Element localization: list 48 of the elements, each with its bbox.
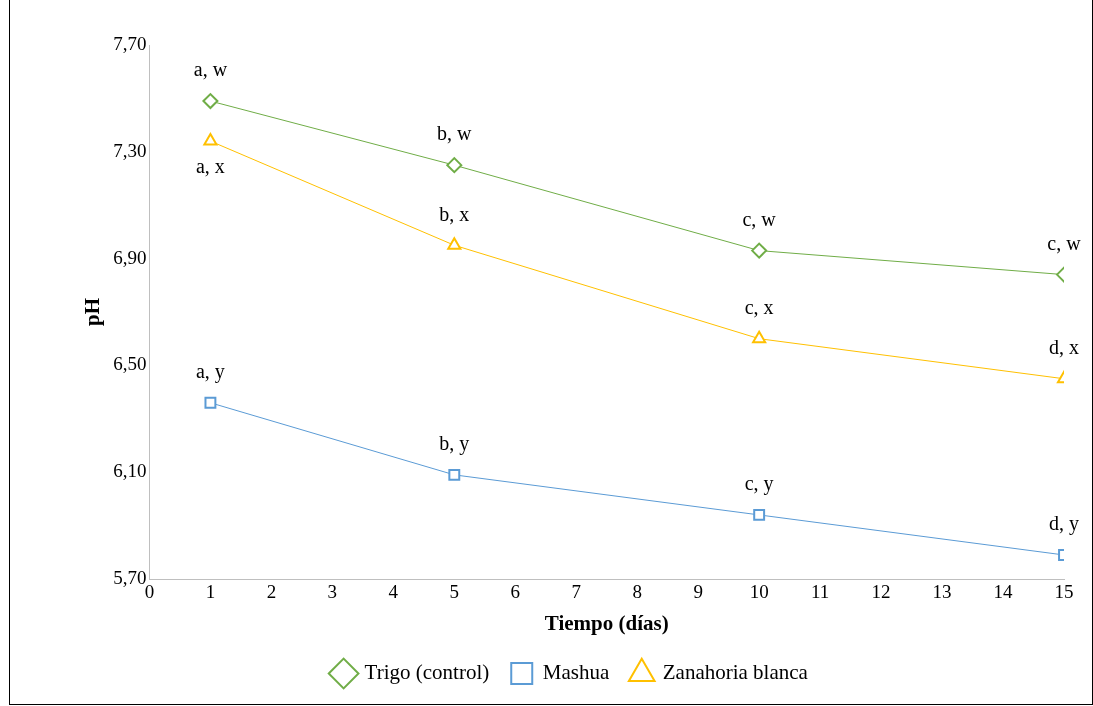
y-tick-label: 5,70 [113,566,147,588]
legend-label: Mashua [542,660,610,685]
x-tick-label: 13 [932,581,952,603]
point [752,330,767,344]
annotation: c, y [744,472,774,496]
legend-label: Trigo (control) [364,660,490,685]
y-axis-title: pH [80,297,105,327]
annotation: b, x [439,202,470,225]
point [448,468,461,481]
annotation: d, y [1049,512,1079,536]
x-axis-title: Tiempo (días) [544,610,669,635]
annotation: b, y [439,432,470,456]
x-tick-label: 7 [571,581,581,603]
annotation: a, y [195,360,225,384]
y-tick-label: 6,50 [113,353,147,375]
point [203,133,218,146]
x-tick-label: 14 [993,581,1014,603]
annotation: a, x [195,155,225,178]
y-tick-label: 6,10 [113,460,147,482]
point [446,157,463,174]
x-tick-label: 10 [749,581,769,603]
x-tick-label: 5 [449,581,460,603]
annotation: c, x [744,295,774,318]
legend-label: Zanahoria blanca [662,660,809,685]
x-tick-label: 1 [205,581,216,603]
annotation: c, w [742,207,777,230]
x-tick-label: 3 [327,581,338,603]
x-tick-label: 11 [810,581,830,603]
annotation: c, w [1047,231,1082,254]
annotation: b, w [437,122,473,145]
x-tick-label: 9 [693,581,703,603]
x-tick-label: 4 [388,581,399,603]
point [751,242,768,259]
x-tick-label: 12 [871,581,891,603]
x-tick-label: 2 [266,581,277,603]
point [204,396,217,409]
y-tick-label: 7,30 [113,139,147,161]
x-tick-label: 8 [632,581,642,603]
point [753,508,766,521]
x-tick-label: 0 [144,581,155,603]
y-tick-label: 6,90 [113,246,147,268]
x-tick-label: 6 [510,581,521,603]
y-tick-label: 7,70 [113,32,147,54]
point [202,93,219,110]
annotation: a, w [193,58,228,81]
point [447,237,462,250]
x-tick-label: 15 [1054,581,1074,603]
annotation: d, x [1049,336,1079,358]
